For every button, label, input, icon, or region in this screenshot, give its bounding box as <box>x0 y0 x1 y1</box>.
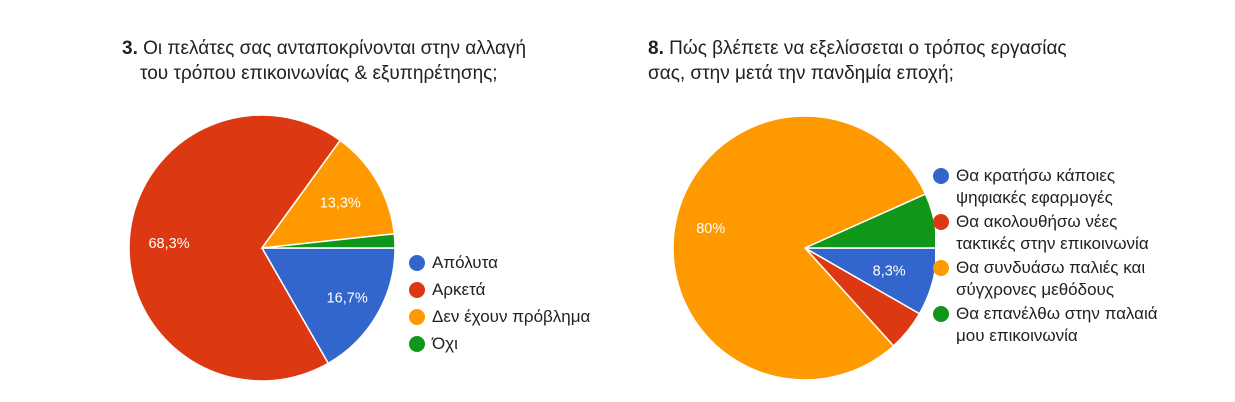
chart-legend: Θα κρατήσω κάποιες ψηφιακές εφαρμογές Θα α… <box>933 165 1158 349</box>
question-number: 8. <box>648 38 664 59</box>
legend-swatch <box>933 168 949 184</box>
legend-label: σύγχρονες μεθόδους <box>956 280 1115 299</box>
legend-label: Θα ακολουθήσω νέες <box>956 212 1118 231</box>
legend-label: Όχι <box>432 334 458 353</box>
legend-item: Απόλυτα <box>409 252 590 274</box>
legend-swatch <box>409 336 425 352</box>
slice-data-label: 80% <box>696 221 725 237</box>
legend-swatch <box>933 214 949 230</box>
slice-data-label: 16,7% <box>327 290 368 306</box>
legend-item: Όχι <box>409 333 590 355</box>
chart-panel-customers: 3. Οι πελάτες σας ανταποκρίνονται στην α… <box>0 0 615 402</box>
pie-chart: 8,3% 80% <box>672 115 935 381</box>
legend-swatch <box>409 282 425 298</box>
slice-data-label: 13,3% <box>320 196 361 212</box>
legend-label: ψηφιακές εφαρμογές <box>956 188 1113 207</box>
title-line: Οι πελάτες σας ανταποκρίνονται στην αλλα… <box>143 38 527 59</box>
slice-data-label: 68,3% <box>148 236 189 252</box>
legend-label: μου επικοινωνία <box>956 326 1078 345</box>
legend-label: Θα συνδυάσω παλιές και <box>956 258 1146 277</box>
legend-label: Απόλυτα <box>432 253 498 272</box>
chart-title: 8. Πώς βλέπετε να εξελίσσεται ο τρόπος ε… <box>648 36 1168 86</box>
legend-item: Θα επανέλθω στην παλαιά μου επικοινωνία <box>933 303 1158 347</box>
pie-slice-3 <box>672 115 927 381</box>
legend-swatch <box>933 260 949 276</box>
chart-title: 3. Οι πελάτες σας ανταποκρίνονται στην α… <box>122 36 592 86</box>
pie-chart: 16,7% 68,3% 13,3% <box>128 114 396 382</box>
legend-item: Θα κρατήσω κάποιες ψηφιακές εφαρμογές <box>933 165 1158 209</box>
legend-item: Αρκετά <box>409 279 590 301</box>
chart-panel-future-work: 8. Πώς βλέπετε να εξελίσσεται ο τρόπος ε… <box>615 0 1235 402</box>
legend-swatch <box>409 309 425 325</box>
title-line: Πώς βλέπετε να εξελίσσεται ο τρόπος εργα… <box>669 38 1067 59</box>
slice-data-label: 8,3% <box>873 263 906 279</box>
legend-item: Δεν έχουν πρόβλημα <box>409 306 590 328</box>
legend-label: Δεν έχουν πρόβλημα <box>432 307 591 326</box>
pie-slice-2 <box>128 114 342 382</box>
pie-slice-1 <box>260 247 396 365</box>
chart-legend: Απόλυτα Αρκετά Δεν έχουν πρόβλημα Όχι <box>409 252 590 360</box>
pie-slice-4 <box>261 232 396 249</box>
legend-label: Θα κρατήσω κάποιες <box>956 166 1116 185</box>
legend-label: Θα επανέλθω στην παλαιά <box>956 304 1158 323</box>
title-line: σας, στην μετά την πανδημία εποχή; <box>648 63 954 84</box>
pie-slice-3 <box>260 139 396 249</box>
legend-swatch <box>933 306 949 322</box>
legend-swatch <box>409 255 425 271</box>
legend-item: Θα ακολουθήσω νέες τακτικές στην επικοινω… <box>933 211 1158 255</box>
legend-label: Αρκετά <box>432 280 486 299</box>
legend-item: Θα συνδυάσω παλιές και σύγχρονες μεθόδους <box>933 257 1158 301</box>
legend-label: τακτικές στην επικοινωνία <box>956 234 1149 253</box>
title-line: του τρόπου επικοινωνίας & εξυπηρέτησης; <box>140 63 498 84</box>
question-number: 3. <box>122 38 138 59</box>
